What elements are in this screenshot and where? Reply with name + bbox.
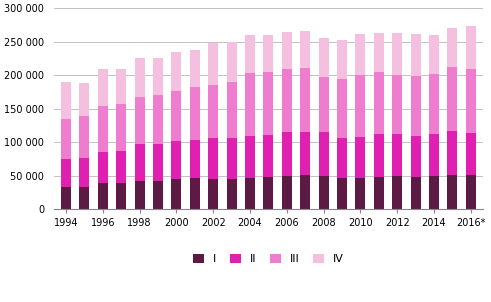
Bar [208,85,218,138]
Bar [337,178,347,210]
Bar [355,75,365,137]
Bar [116,183,126,210]
Bar [80,83,89,116]
Bar [392,176,402,210]
Bar [245,35,255,73]
Bar [135,97,145,144]
Bar [116,69,126,104]
Bar [300,132,310,175]
Bar [135,144,145,181]
Bar [61,187,71,210]
Bar [410,136,421,177]
Bar [466,133,476,175]
Bar [171,141,182,178]
Bar [466,26,476,69]
Bar [263,177,273,210]
Bar [319,176,328,210]
Bar [190,87,200,140]
Bar [282,176,292,210]
Bar [429,134,439,176]
Bar [226,138,237,178]
Bar [80,187,89,210]
Bar [355,178,365,210]
Bar [374,33,384,72]
Bar [153,144,163,181]
Bar [98,69,108,106]
Bar [98,106,108,152]
Bar [116,151,126,183]
Bar [300,68,310,132]
Bar [80,158,89,187]
Bar [263,135,273,177]
Bar [282,69,292,132]
Bar [466,175,476,210]
Bar [300,31,310,68]
Bar [447,67,458,131]
Bar [374,134,384,177]
Bar [208,138,218,178]
Bar [392,134,402,176]
Bar [171,91,182,141]
Bar [153,181,163,210]
Bar [226,82,237,138]
Bar [263,35,273,72]
Bar [374,177,384,210]
Bar [171,178,182,210]
Bar [245,178,255,210]
Bar [429,35,439,74]
Bar [245,136,255,178]
Bar [447,28,458,67]
Bar [263,72,273,135]
Bar [282,32,292,69]
Bar [337,138,347,178]
Bar [282,132,292,176]
Bar [190,140,200,178]
Bar [153,95,163,144]
Bar [208,43,218,85]
Bar [190,50,200,87]
Bar [410,34,421,76]
Bar [392,75,402,134]
Bar [116,104,126,151]
Bar [208,178,218,210]
Bar [410,177,421,210]
Bar [337,40,347,79]
Bar [337,79,347,138]
Bar [429,74,439,134]
Bar [374,72,384,134]
Bar [300,175,310,210]
Bar [135,181,145,210]
Bar [226,42,237,82]
Bar [319,132,328,176]
Bar [319,38,328,77]
Bar [466,69,476,133]
Bar [190,178,200,210]
Bar [355,137,365,178]
Legend: I, II, III, IV: I, II, III, IV [193,254,344,264]
Bar [355,34,365,75]
Bar [447,131,458,175]
Bar [61,119,71,159]
Bar [61,159,71,187]
Bar [447,175,458,210]
Bar [98,152,108,183]
Bar [319,77,328,132]
Bar [98,183,108,210]
Bar [153,58,163,95]
Bar [80,116,89,158]
Bar [410,76,421,136]
Bar [245,73,255,136]
Bar [392,33,402,75]
Bar [135,58,145,97]
Bar [226,178,237,210]
Bar [61,82,71,119]
Bar [171,53,182,91]
Bar [429,176,439,210]
